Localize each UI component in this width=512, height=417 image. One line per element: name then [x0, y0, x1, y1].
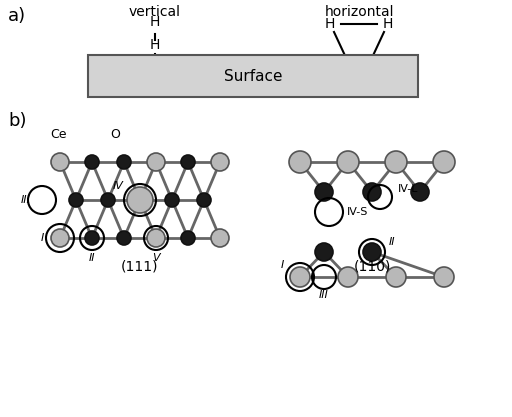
Circle shape: [51, 229, 69, 247]
Text: (110): (110): [353, 259, 391, 273]
FancyBboxPatch shape: [88, 55, 418, 97]
Circle shape: [315, 183, 333, 201]
Text: I: I: [281, 260, 284, 270]
Circle shape: [147, 153, 165, 171]
Circle shape: [85, 231, 99, 245]
Circle shape: [165, 193, 179, 207]
Text: IV-S: IV-S: [347, 207, 368, 217]
Text: IV-L: IV-L: [398, 184, 418, 194]
Text: I: I: [40, 233, 44, 243]
Circle shape: [117, 155, 131, 169]
Text: horizontal: horizontal: [325, 5, 395, 19]
Text: H: H: [150, 38, 160, 52]
Circle shape: [181, 155, 195, 169]
Circle shape: [69, 193, 83, 207]
Text: III: III: [21, 195, 31, 205]
Circle shape: [85, 155, 99, 169]
Circle shape: [385, 151, 407, 173]
Text: H: H: [325, 17, 335, 31]
Circle shape: [147, 229, 165, 247]
Circle shape: [51, 153, 69, 171]
Text: H: H: [150, 15, 160, 29]
Text: (111): (111): [121, 259, 159, 273]
Text: IV: IV: [113, 181, 123, 191]
Text: III: III: [319, 290, 329, 300]
Text: vertical: vertical: [129, 5, 181, 19]
Text: b): b): [8, 112, 27, 130]
Text: II: II: [89, 253, 95, 263]
Circle shape: [197, 193, 211, 207]
Circle shape: [337, 151, 359, 173]
Circle shape: [434, 267, 454, 287]
Circle shape: [411, 183, 429, 201]
Text: V: V: [152, 253, 160, 263]
Circle shape: [211, 153, 229, 171]
Text: Surface: Surface: [224, 68, 282, 83]
Circle shape: [363, 183, 381, 201]
Circle shape: [211, 229, 229, 247]
Circle shape: [289, 151, 311, 173]
Text: a): a): [8, 7, 26, 25]
Circle shape: [101, 193, 115, 207]
Text: H: H: [383, 17, 393, 31]
Text: Ce: Ce: [50, 128, 67, 141]
Text: O: O: [110, 128, 120, 141]
Circle shape: [386, 267, 406, 287]
Circle shape: [117, 231, 131, 245]
Circle shape: [433, 151, 455, 173]
Circle shape: [181, 231, 195, 245]
Circle shape: [315, 243, 333, 261]
Text: II: II: [389, 237, 395, 247]
Circle shape: [290, 267, 310, 287]
Circle shape: [127, 187, 153, 213]
Circle shape: [363, 243, 381, 261]
Circle shape: [338, 267, 358, 287]
